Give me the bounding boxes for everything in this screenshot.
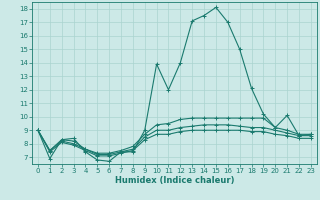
X-axis label: Humidex (Indice chaleur): Humidex (Indice chaleur) xyxy=(115,176,234,185)
